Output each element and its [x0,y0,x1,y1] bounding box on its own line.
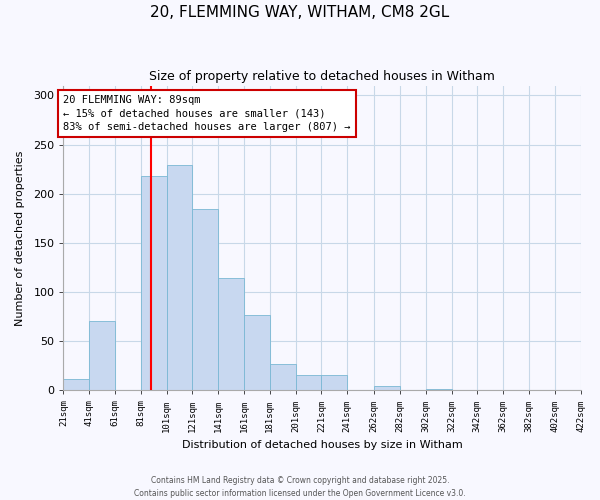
Bar [270,364,296,390]
Bar [193,210,218,390]
Bar [218,278,244,390]
Bar [89,320,115,390]
Bar [167,165,193,390]
Bar [244,314,270,390]
Bar [141,176,167,390]
Text: Contains HM Land Registry data © Crown copyright and database right 2025.
Contai: Contains HM Land Registry data © Crown c… [134,476,466,498]
X-axis label: Distribution of detached houses by size in Witham: Distribution of detached houses by size … [182,440,463,450]
Y-axis label: Number of detached properties: Number of detached properties [15,150,25,326]
Bar [64,378,89,390]
Text: 20, FLEMMING WAY, WITHAM, CM8 2GL: 20, FLEMMING WAY, WITHAM, CM8 2GL [151,5,449,20]
Bar [374,386,400,390]
Bar [322,374,347,390]
Title: Size of property relative to detached houses in Witham: Size of property relative to detached ho… [149,70,495,83]
Bar [296,374,322,390]
Text: 20 FLEMMING WAY: 89sqm
← 15% of detached houses are smaller (143)
83% of semi-de: 20 FLEMMING WAY: 89sqm ← 15% of detached… [64,96,351,132]
